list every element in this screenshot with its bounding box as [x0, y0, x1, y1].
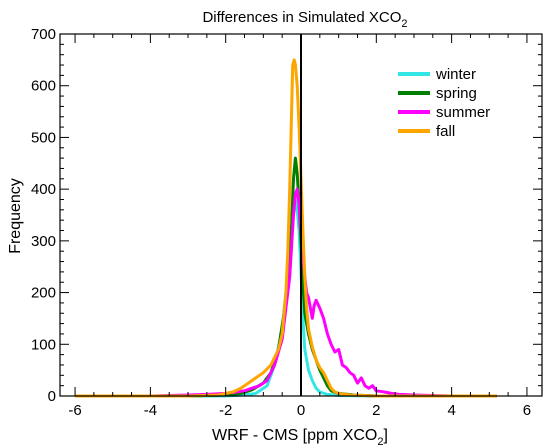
- legend-label-summer: summer: [436, 104, 490, 121]
- chart-title: Differences in Simulated XCO2: [202, 9, 407, 30]
- chart-title-subscript: 2: [401, 18, 407, 30]
- x-tick-label: 0: [297, 402, 305, 419]
- y-tick-label: 600: [31, 78, 56, 95]
- y-tick-label: 300: [31, 233, 56, 250]
- x-axis-title-subscript: 2: [377, 436, 383, 447]
- y-tick-label: 0: [48, 388, 56, 405]
- legend-label-winter: winter: [435, 66, 476, 83]
- y-tick-label: 500: [31, 129, 56, 146]
- x-tick-label: -4: [144, 402, 157, 419]
- x-tick-label: 6: [523, 402, 531, 419]
- x-axis-title: WRF - CMS [ppm XCO2]: [212, 427, 388, 447]
- x-axis-title-main: WRF - CMS [ppm XCO: [212, 427, 377, 444]
- legend-label-spring: spring: [436, 85, 477, 102]
- x-tick-label: 2: [372, 402, 380, 419]
- x-tick-label: 4: [447, 402, 455, 419]
- y-tick-label: 100: [31, 336, 56, 353]
- y-tick-label: 400: [31, 181, 56, 198]
- y-tick-label: 700: [31, 26, 56, 43]
- y-axis-title: Frequency: [7, 178, 24, 254]
- x-tick-label: -2: [219, 402, 232, 419]
- x-tick-label: -6: [68, 402, 81, 419]
- series-line-winter: [75, 198, 497, 398]
- series-line-fall: [75, 58, 497, 398]
- plot-area: [75, 34, 497, 398]
- axes: -6 -4 -2 0 2 4 6 0 100 200 300 400 500 600 700: [31, 26, 543, 419]
- legend: winter spring summer fall: [398, 66, 490, 140]
- series-line-summer: [75, 187, 497, 398]
- y-tick-label: 200: [31, 285, 56, 302]
- x-axis-title-suffix: ]: [384, 427, 388, 444]
- legend-label-fall: fall: [436, 123, 455, 140]
- chart-title-main: Differences in Simulated XCO: [202, 9, 401, 26]
